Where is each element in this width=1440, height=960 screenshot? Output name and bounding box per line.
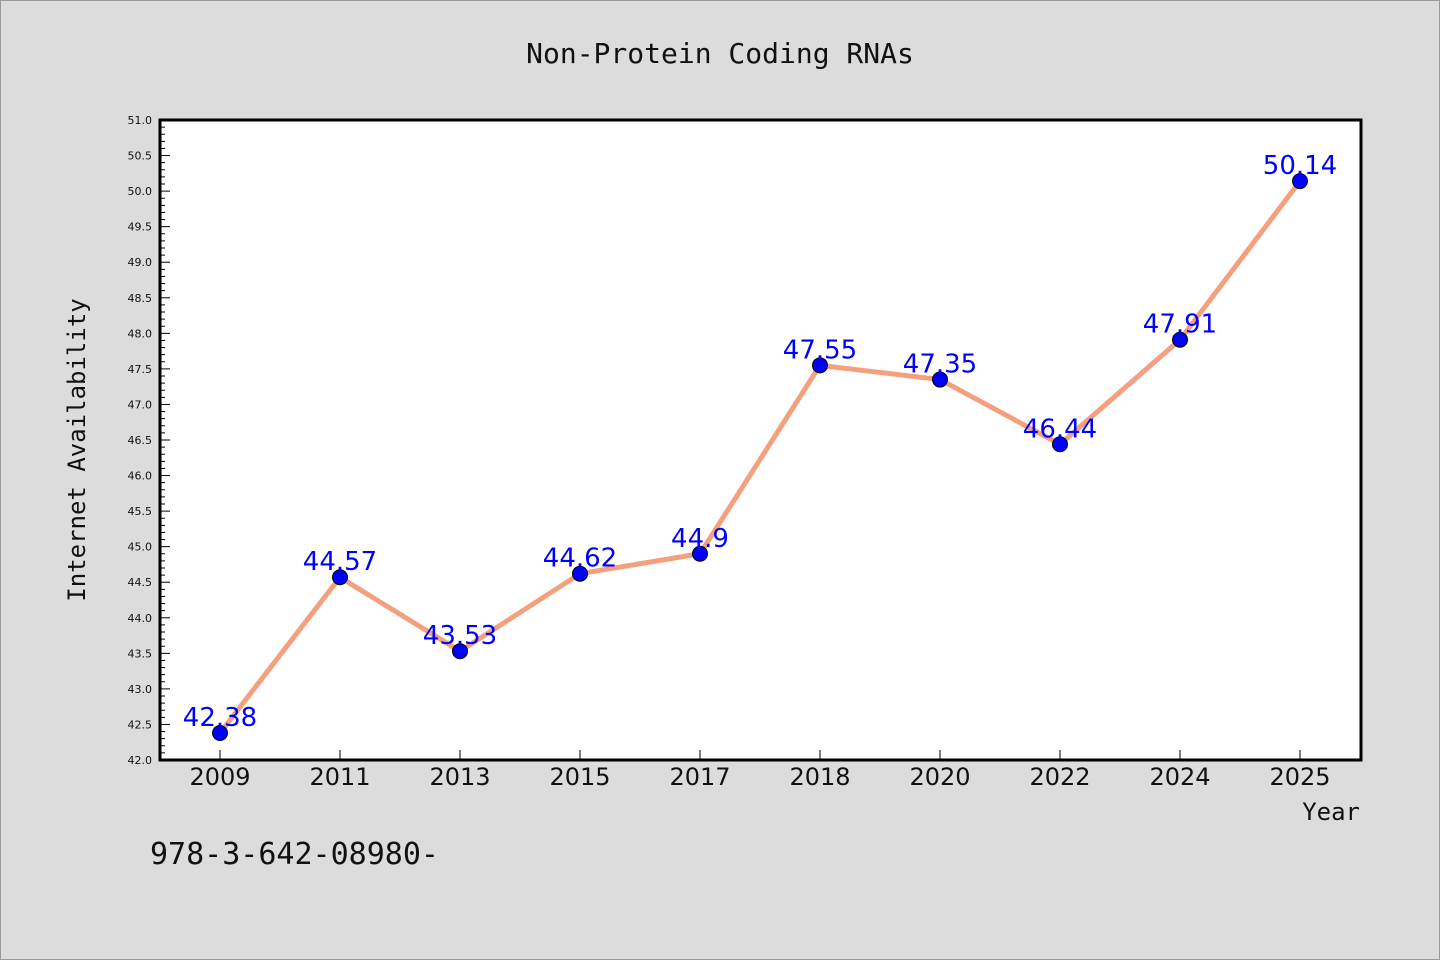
y-tick-label: 43.0 [128,683,153,696]
data-point [212,724,228,741]
data-point [452,643,468,660]
data-label: 44.62 [543,544,617,574]
y-tick-label: 42.0 [128,754,153,767]
data-label: 44.57 [303,547,377,577]
data-point [812,357,828,374]
y-tick-label: 42.5 [128,718,153,731]
data-point [1292,173,1308,190]
y-axis: 42.0 42.5 43.0 43.5 44.0 44.5 45.0 45.5 46.0 46.5… [128,114,170,767]
x-tick-label: 2018 [789,763,850,791]
x-tick-label: 2009 [189,763,250,791]
y-tick-label: 49.0 [128,256,153,269]
y-tick-label: 49.5 [128,221,153,234]
y-tick-label: 47.5 [128,363,153,376]
y-tick-label: 45.0 [128,541,153,554]
x-axis: 2009 2011 2013 2015 2017 2018 2020 2022 2024 2025 [189,750,1331,791]
data-label: 46.44 [1023,414,1097,444]
chart-title: Non-Protein Coding RNAs [526,37,914,70]
x-tick-label: 2022 [1029,763,1090,791]
data-point [332,569,348,586]
data-labels: 42.38 44.57 43.53 44.62 44.9 47.55 47.35 46.44 4… [183,151,1337,733]
data-point [1052,436,1068,453]
data-point [1172,331,1188,348]
x-tick-label: 2024 [1149,763,1210,791]
data-label: 43.53 [423,621,497,651]
x-axis-label: Year [1302,798,1360,826]
y-tick-label: 46.5 [128,434,153,447]
x-tick-label: 2020 [909,763,970,791]
y-tick-label: 48.0 [128,327,153,340]
y-tick-label: 48.5 [128,292,153,305]
y-tick-label: 45.5 [128,505,153,518]
series-line [218,179,1302,735]
data-label: 47.55 [783,335,857,365]
series-markers [212,173,1308,741]
x-tick-label: 2025 [1269,763,1330,791]
footnote-text: 978-3-642-08980- [150,837,439,872]
y-tick-label: 44.0 [128,612,153,625]
y-axis-label: Internet Availability [63,298,91,601]
data-label: 44.9 [671,524,729,554]
x-tick-label: 2015 [549,763,610,791]
plot-area [158,118,1363,762]
data-label: 42.38 [183,703,257,733]
y-tick-label: 43.5 [128,647,153,660]
y-tick-label: 47.0 [128,398,153,411]
y-tick-label: 50.0 [128,185,153,198]
y-tick-label: 46.0 [128,470,153,483]
data-label: 47.35 [903,350,977,380]
data-label: 47.91 [1143,310,1217,340]
y-tick-label: 44.5 [128,576,153,589]
y-tick-label: 51.0 [128,114,153,127]
data-point [692,545,708,562]
x-tick-label: 2011 [309,763,370,791]
x-tick-label: 2017 [669,763,730,791]
x-tick-label: 2013 [429,763,490,791]
data-label: 50.14 [1263,151,1337,181]
data-point [932,371,948,388]
y-tick-label: 50.5 [128,150,153,163]
data-point [572,565,588,582]
